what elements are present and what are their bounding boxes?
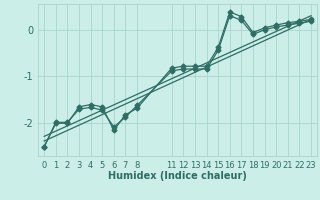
X-axis label: Humidex (Indice chaleur): Humidex (Indice chaleur): [108, 171, 247, 181]
